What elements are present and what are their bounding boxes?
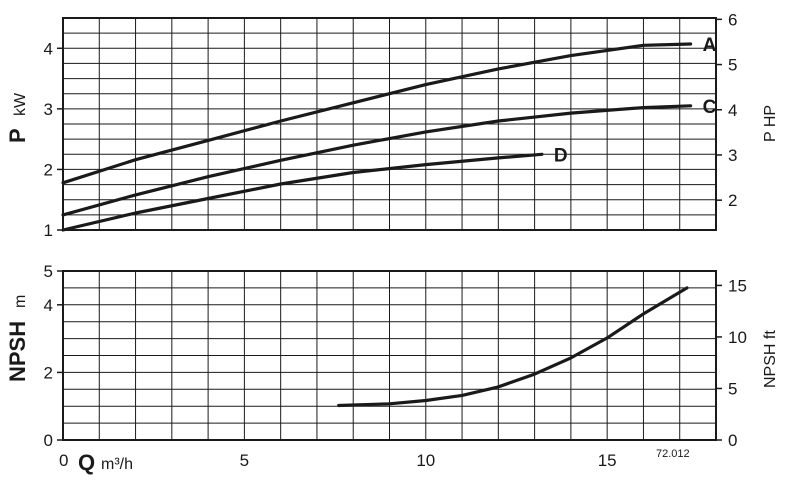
power-curve-c: [61, 104, 693, 217]
x-tick-label: 15: [598, 451, 617, 470]
npsh-right-tick-label: 10: [728, 328, 747, 347]
figure-code: 72.012: [656, 448, 690, 460]
npsh-frame: [62, 270, 717, 441]
x-axis-label-main: Q: [78, 450, 95, 475]
power-ylabel-main: P: [5, 128, 30, 143]
power-right-tick-label: 5: [728, 56, 737, 75]
x-tick-label: 10: [416, 451, 435, 470]
power-ylabel-unit: kW: [12, 92, 29, 116]
power-right-label: P HP: [762, 105, 779, 142]
npsh-right-tick-label: 15: [728, 276, 747, 295]
npsh-curve-npsh: [337, 286, 689, 408]
x-tick-label: 5: [240, 451, 249, 470]
power-right-tick-label: 2: [728, 191, 737, 210]
npsh-grid: 0 2 4 5 0 5 10 15 0 5 10 15: [44, 262, 747, 470]
power-curves: A C D: [61, 35, 717, 232]
series-label-c: C: [703, 97, 717, 118]
power-left-tick-label: 1: [44, 221, 53, 240]
power-left-tick-label: 2: [44, 160, 53, 179]
npsh-curves: [337, 286, 689, 408]
npsh-right-tick-label: 5: [728, 379, 737, 398]
npsh-right-label: NPSH ft: [762, 330, 779, 388]
power-grid: 1 2 3 4 2 3 4 5 6: [44, 10, 738, 240]
power-left-tick-label: 4: [44, 39, 53, 58]
power-curve-d: [61, 152, 544, 232]
power-frame: [62, 17, 717, 231]
npsh-right-tick-label: 0: [728, 431, 737, 450]
npsh-left-tick-label: 0: [44, 431, 53, 450]
power-right-tick-label: 6: [728, 10, 737, 29]
x-tick-label: 0: [59, 451, 68, 470]
npsh-left-tick-label: 5: [44, 262, 53, 281]
npsh-ylabel-main: NPSH: [5, 321, 30, 382]
power-right-tick-label: 3: [728, 146, 737, 165]
series-label-d: D: [554, 145, 568, 166]
npsh-ylabel-unit: m: [12, 295, 29, 308]
axis-labels: P kW P HP NPSH m NPSH ft Q m³/h 72.012: [5, 92, 779, 475]
x-axis-label-unit: m³/h: [101, 456, 133, 473]
npsh-left-tick-label: 4: [44, 296, 53, 315]
power-right-tick-label: 4: [728, 101, 737, 120]
series-label-a: A: [703, 35, 717, 56]
power-curve-a: [61, 42, 693, 185]
power-left-tick-label: 3: [44, 100, 53, 119]
npsh-left-tick-label: 2: [44, 363, 53, 382]
